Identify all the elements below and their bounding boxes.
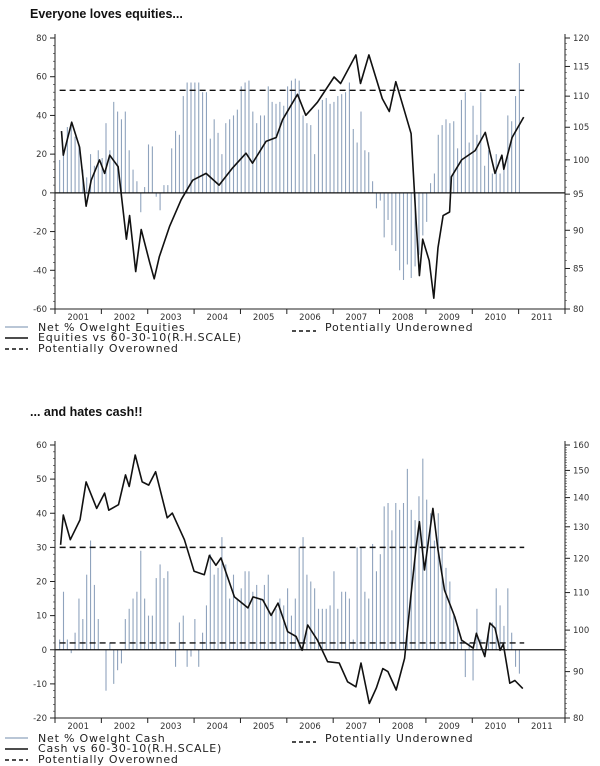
x-tick-label: 2005 <box>253 313 275 323</box>
right-tick-label: 160 <box>573 441 589 451</box>
chart-1-title: Everyone loves equities... <box>30 7 183 21</box>
right-tick-label: 120 <box>573 554 589 564</box>
left-tick-label: -60 <box>33 305 47 315</box>
chart-1-plot: 80 60 40 20 0 -20 -40 -60 120 115 110 105 100 95 90 85 8… <box>33 34 589 323</box>
x-tick-label: 2007 <box>346 313 368 323</box>
left-tick-label: 80 <box>36 34 47 44</box>
x-tick-label: 2008 <box>392 313 414 323</box>
x-tick-label: 2002 <box>114 313 136 323</box>
right-tick-label: 100 <box>573 626 589 636</box>
x-tick-label: 2010 <box>485 722 507 732</box>
x-tick-label: 2004 <box>206 313 228 323</box>
x-tick-label: 2004 <box>206 722 228 732</box>
legend-bar-label: Net % Owelght Equities <box>38 321 185 334</box>
right-tick-label: 120 <box>573 34 589 44</box>
right-tick-label: 130 <box>573 523 589 533</box>
left-tick-label: -20 <box>33 714 47 724</box>
left-tick-label: 30 <box>36 543 47 553</box>
x-tick-label: 2008 <box>392 722 414 732</box>
left-tick-label: -20 <box>33 228 47 238</box>
left-tick-label: -40 <box>33 266 47 276</box>
left-tick-label: 60 <box>36 73 47 83</box>
left-tick-label: 20 <box>36 578 47 588</box>
x-tick-label: 2009 <box>438 722 460 732</box>
legend-overowned-label: Potentially Overowned <box>38 753 179 766</box>
left-tick-label: 0 <box>42 189 47 199</box>
right-tick-label: 80 <box>573 714 584 724</box>
right-tick-label: 100 <box>573 156 589 166</box>
right-tick-label: 85 <box>573 264 584 274</box>
left-tick-label: 40 <box>36 509 47 519</box>
series-line <box>60 54 525 300</box>
x-tick-label: 2003 <box>160 722 182 732</box>
legend-bar-label: Net % Owelght Cash <box>38 732 166 745</box>
chart-1-legend: Net % Owelght Equities Equities vs 60-30… <box>5 321 473 355</box>
legend-line-label: Equities vs 60-30-10(R.H.SCALE) <box>38 331 242 344</box>
x-tick-label: 2009 <box>438 313 460 323</box>
right-tick-label: 150 <box>573 466 589 476</box>
right-tick-label: 140 <box>573 494 589 504</box>
legend-underowned-label: Potentially Underowned <box>325 321 473 334</box>
right-tick-label: 110 <box>573 92 589 102</box>
chart-2-title: ... and hates cash!! <box>30 405 143 419</box>
right-tick-label: 80 <box>573 305 584 315</box>
x-tick-label: 2001 <box>67 313 89 323</box>
right-tick-label: 90 <box>573 226 584 236</box>
x-tick-label: 2011 <box>531 313 553 323</box>
left-tick-label: 10 <box>36 612 47 622</box>
legend-overowned-label: Potentially Overowned <box>38 342 179 355</box>
right-tick-label: 95 <box>573 190 584 200</box>
legend-line-label: Cash vs 60-30-10(R.H.SCALE) <box>38 742 222 755</box>
x-tick-label: 2010 <box>485 313 507 323</box>
x-tick-label: 2003 <box>160 313 182 323</box>
left-tick-label: 50 <box>36 475 47 485</box>
x-tick-label: 2006 <box>299 722 321 732</box>
x-tick-label: 2011 <box>531 722 553 732</box>
series-line <box>59 454 524 705</box>
right-tick-label: 110 <box>573 589 589 599</box>
x-tick-label: 2006 <box>299 313 321 323</box>
x-tick-label: 2001 <box>67 722 89 732</box>
chart-2-plot: 6050403020100-10-20160150140130120110100… <box>33 441 589 732</box>
chart-2-legend: Net % Owelght Cash Cash vs 60-30-10(R.H.… <box>5 732 473 766</box>
right-tick-label: 90 <box>573 668 584 678</box>
left-tick-label: 60 <box>36 441 47 451</box>
right-tick-label: 115 <box>573 62 589 72</box>
left-tick-label: 0 <box>42 646 47 656</box>
x-tick-label: 2007 <box>346 722 368 732</box>
x-tick-label: 2005 <box>253 722 275 732</box>
left-tick-label: 20 <box>36 150 47 160</box>
left-tick-label: -10 <box>33 680 47 690</box>
x-tick-label: 2002 <box>114 722 136 732</box>
left-tick-label: 40 <box>36 111 47 121</box>
right-tick-label: 105 <box>573 123 589 133</box>
legend-underowned-label: Potentially Underowned <box>325 732 473 745</box>
